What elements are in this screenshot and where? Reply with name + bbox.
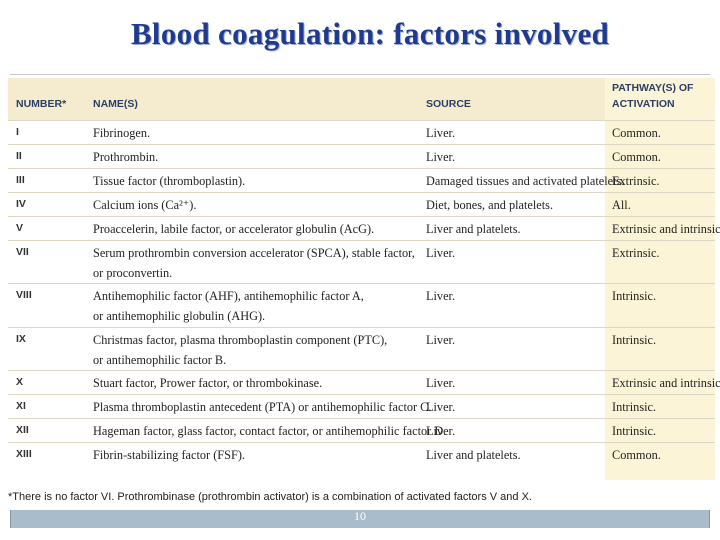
row-rule (8, 393, 715, 395)
factor-source: Liver. (426, 375, 456, 390)
factor-name: Fibrinogen. (93, 126, 151, 140)
factor-name: Plasma thromboplastin antecedent (PTA) o… (93, 399, 432, 414)
row-rule (8, 240, 715, 241)
factor-name: Proaccelerin, labile factor, or accelera… (93, 222, 375, 236)
activation-pathway: Common. (612, 447, 661, 462)
activation-pathway: Extrinsic. (612, 246, 660, 260)
factor-source: Liver. (426, 399, 456, 414)
activation-pathway: Common. (612, 150, 661, 164)
activation-pathway: Extrinsic. (612, 174, 660, 188)
factor-number: VII (16, 246, 29, 258)
footnote: *There is no factor VI. Prothrombinase (… (8, 491, 532, 503)
factor-source: Liver. (426, 126, 456, 140)
row-rule (8, 168, 715, 169)
row-rule (8, 120, 715, 121)
title-rule (10, 74, 710, 75)
row-rule (8, 144, 715, 145)
factor-number: III (16, 174, 25, 186)
activation-pathway: Common. (612, 126, 661, 140)
pathway-column-background (605, 78, 715, 480)
factor-source: Damaged tissues and activated platelets. (426, 174, 625, 188)
row-rule (8, 192, 715, 193)
column-header: NUMBER* (16, 98, 67, 110)
factor-number: XI (16, 399, 26, 412)
factor-name: or antihemophilic factor B. (93, 352, 227, 367)
factor-number: X (16, 375, 24, 388)
factor-source: Liver. (426, 423, 456, 438)
factor-number: IV (16, 198, 26, 210)
factor-number: V (16, 222, 24, 234)
factor-source: Liver. (426, 150, 456, 164)
column-header: PATHWAY(S) OF (612, 82, 694, 94)
factor-number: I (16, 126, 19, 138)
factor-name: Fibrin-stabilizing factor (FSF). (93, 447, 245, 462)
activation-pathway: Intrinsic. (612, 399, 657, 414)
column-header: NAME(S) (93, 98, 138, 110)
factor-number: XIII (16, 447, 32, 460)
factor-name: Calcium ions (Ca²⁺). (93, 198, 197, 212)
column-header: SOURCE (426, 98, 471, 110)
row-rule (8, 326, 715, 328)
factor-source: Liver. (426, 332, 456, 347)
factor-name: Tissue factor (thromboplastin). (93, 174, 246, 188)
factor-name: Stuart factor, Prower factor, or thrombo… (93, 375, 323, 390)
activation-pathway: Extrinsic and intrinsic. (612, 222, 720, 236)
factor-number: II (16, 150, 22, 162)
header-background (8, 78, 715, 120)
activation-pathway: Intrinsic. (612, 423, 657, 438)
factor-name: Serum prothrombin conversion accelerator… (93, 246, 415, 260)
page-number: 10 (354, 509, 366, 523)
factor-name: Christmas factor, plasma thromboplastin … (93, 332, 388, 347)
row-rule (8, 216, 715, 217)
activation-pathway: All. (612, 198, 631, 212)
factor-name: or antihemophilic globulin (AHG). (93, 309, 266, 324)
footer-bar (10, 510, 710, 528)
activation-pathway: Intrinsic. (612, 289, 657, 304)
factor-source: Liver. (426, 289, 456, 304)
factor-number: XII (16, 423, 29, 436)
row-rule (8, 417, 715, 419)
factor-source: Liver. (426, 246, 456, 260)
row-rule (8, 441, 715, 443)
factor-number: VIII (16, 289, 32, 302)
row-rule (8, 369, 715, 371)
factor-name: Antihemophilic factor (AHF), antihemophi… (93, 289, 364, 304)
factor-source: Liver and platelets. (426, 447, 521, 462)
factor-name: Hageman factor, glass factor, contact fa… (93, 423, 447, 438)
factor-source: Diet, bones, and platelets. (426, 198, 554, 212)
slide-title: Blood coagulation: factors involved (130, 16, 610, 51)
column-header: ACTIVATION (612, 98, 675, 110)
activation-pathway: Intrinsic. (612, 332, 657, 347)
activation-pathway: Extrinsic and intrinsic. (612, 375, 720, 390)
factor-name: or proconvertin. (93, 266, 173, 280)
factor-name: Prothrombin. (93, 150, 159, 164)
factor-source: Liver and platelets. (426, 222, 521, 236)
row-rule (8, 283, 715, 285)
factor-number: IX (16, 332, 26, 345)
